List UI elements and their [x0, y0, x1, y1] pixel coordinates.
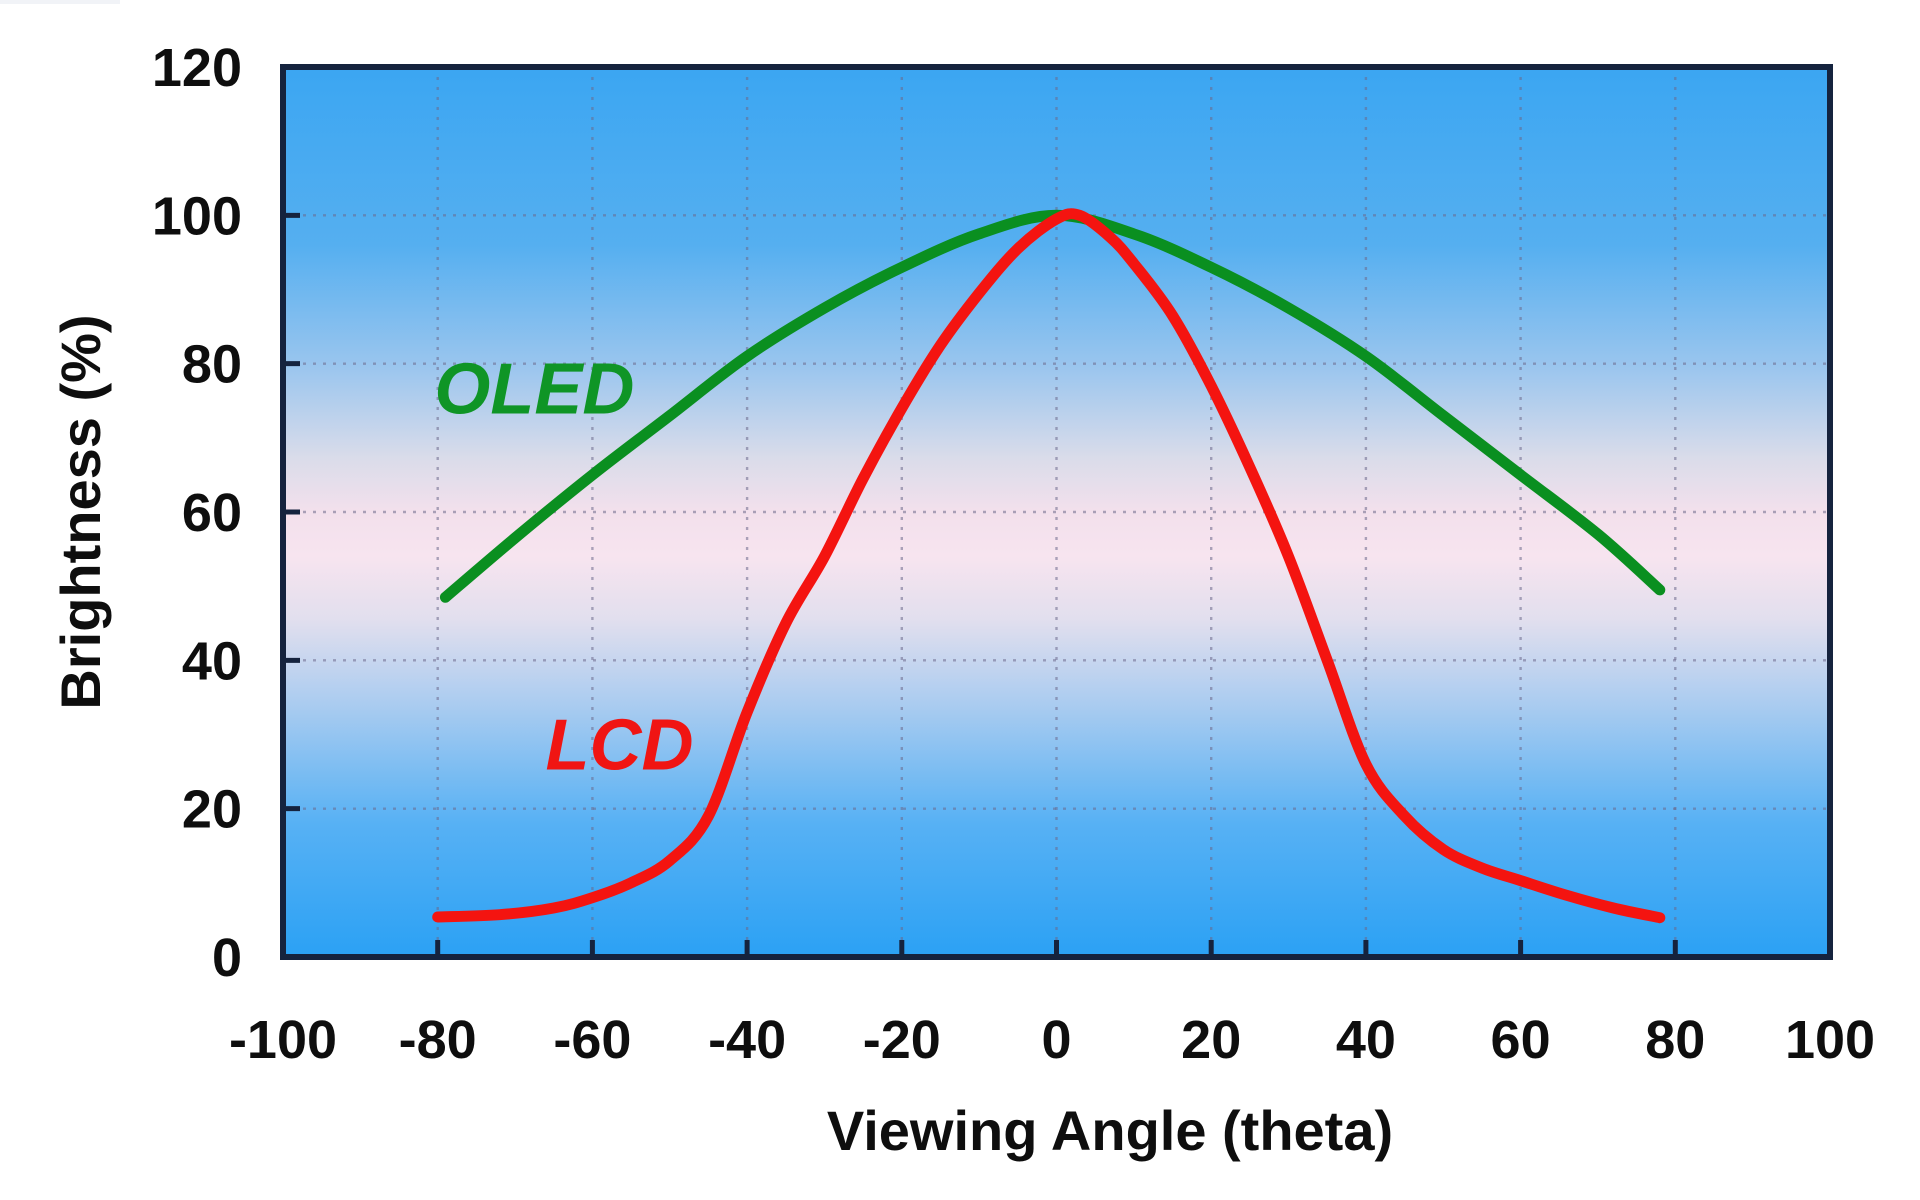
x-tick-label: 100	[1785, 1010, 1875, 1070]
data-curves	[432, 208, 1666, 924]
lcd-curve	[432, 208, 1666, 924]
x-tick-labels: -100 -80 -60 -40 -20 0 20 40 60 80 100	[229, 1010, 1875, 1070]
y-tick-labels: 0 20 40 60 80 100 120	[152, 38, 242, 988]
y-axis-title: Brightness (%)	[49, 314, 112, 709]
y-tick-label: 20	[182, 780, 242, 840]
x-tick-label: -80	[399, 1010, 477, 1070]
gridlines	[283, 67, 1830, 957]
x-tick-label: 80	[1645, 1010, 1705, 1070]
plot-frame	[280, 64, 1833, 960]
x-tick-label: -20	[863, 1010, 941, 1070]
y-tick-label: 100	[152, 186, 242, 246]
y-tick-label: 0	[212, 928, 242, 988]
x-tick-label: -100	[229, 1010, 337, 1070]
lcd-label: LCD	[545, 706, 693, 786]
x-tick-label: 60	[1491, 1010, 1551, 1070]
x-tick-label: 20	[1181, 1010, 1241, 1070]
y-tick-label: 40	[182, 631, 242, 691]
x-tick-label: 0	[1041, 1010, 1071, 1070]
x-axis-title: Viewing Angle (theta)	[827, 1099, 1393, 1162]
x-tick-label: 40	[1336, 1010, 1396, 1070]
page-edge-artifact	[0, 0, 120, 4]
y-tick-label: 80	[182, 335, 242, 395]
x-tick-label: -60	[553, 1010, 631, 1070]
y-tick-label: 120	[152, 38, 242, 98]
y-tick-label: 60	[182, 483, 242, 543]
curve-labels: OLED LCD	[434, 350, 693, 786]
oled-label: OLED	[434, 350, 634, 430]
x-tick-label: -40	[708, 1010, 786, 1070]
